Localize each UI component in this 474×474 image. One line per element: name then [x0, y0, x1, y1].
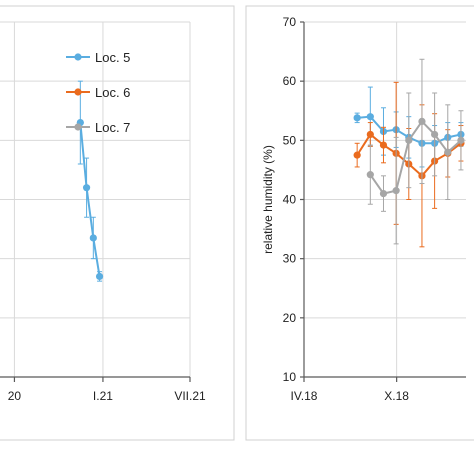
data-point: [405, 136, 413, 144]
data-point: [82, 184, 91, 192]
legend-marker-3: [74, 123, 82, 131]
legend: Loc. 5 Loc. 6 Loc. 7: [66, 50, 130, 135]
left-chart: 20 I.21 VII.21 Loc. 5 Loc. 6 Loc. 7: [0, 21, 206, 403]
data-point: [95, 272, 104, 281]
data-point: [366, 113, 374, 121]
y-tick-label-5: 60: [283, 74, 297, 88]
legend-marker-2: [74, 88, 82, 96]
data-point: [457, 136, 465, 144]
x-tick-label-1: X.18: [384, 389, 409, 403]
right-panel-frame: [245, 5, 474, 441]
right-chart: IV.18 X.18 10 20 30 40 50 60 70 relative humidity…: [261, 15, 466, 403]
series-line: [79, 122, 101, 277]
y-tick-label-3: 40: [283, 193, 297, 207]
series-3: [366, 58, 465, 245]
y-axis-title: relative humidity (%): [261, 145, 275, 254]
left-panel-frame: [0, 5, 235, 441]
x-tick-label-1: I.21: [93, 389, 113, 403]
legend-label-3: Loc. 7: [95, 120, 130, 135]
data-point: [418, 117, 426, 125]
data-point: [89, 234, 97, 242]
data-point: [431, 130, 439, 139]
legend-marker-1: [74, 53, 82, 61]
data-point: [366, 130, 374, 139]
data-point: [379, 189, 388, 198]
y-tick-label-6: 70: [283, 15, 297, 29]
data-point: [444, 148, 452, 156]
legend-label-2: Loc. 6: [95, 85, 130, 100]
data-point: [353, 151, 361, 159]
y-tick-label-2: 30: [283, 252, 297, 266]
x-tick-label-0: IV.18: [291, 389, 318, 403]
y-tick-label-0: 10: [283, 370, 297, 384]
data-point: [366, 171, 374, 179]
data-point: [353, 114, 361, 122]
y-tick-label-4: 50: [283, 133, 297, 147]
series-1: [76, 80, 104, 282]
x-tick-label-0: 20: [8, 389, 22, 403]
y-tick-label-1: 20: [283, 311, 297, 325]
x-tick-label-2: VII.21: [174, 389, 206, 403]
data-point: [392, 187, 400, 195]
legend-label-1: Loc. 5: [95, 50, 130, 65]
data-point: [379, 141, 388, 149]
